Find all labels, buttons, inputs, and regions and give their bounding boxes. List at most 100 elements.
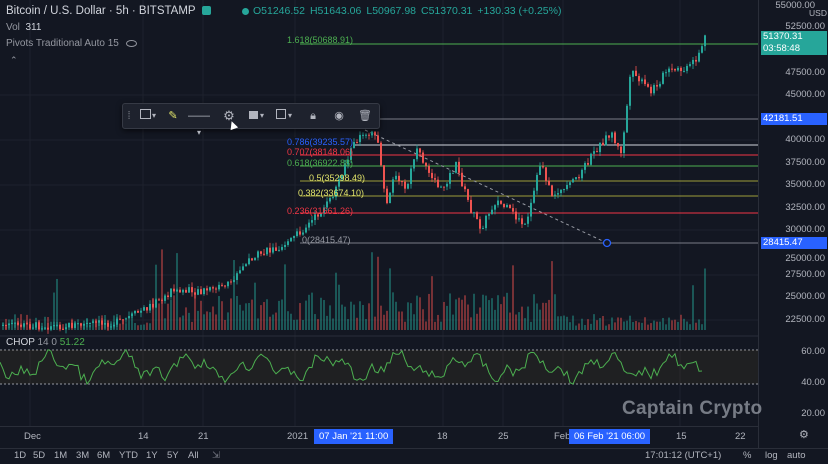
volume-bar bbox=[245, 303, 247, 330]
volume-bar bbox=[401, 311, 403, 330]
volume-bar bbox=[227, 312, 229, 330]
clock-label[interactable]: 17:01:12 (UTC+1) bbox=[645, 450, 722, 461]
volume-bar bbox=[164, 318, 166, 330]
range-5y-button[interactable]: 5Y bbox=[167, 450, 179, 461]
collapse-legend-icon[interactable]: ⌃ bbox=[10, 55, 18, 65]
clone-icon[interactable] bbox=[273, 108, 289, 124]
volume-bar bbox=[671, 320, 673, 330]
candle-body bbox=[242, 266, 244, 271]
pivots-legend[interactable]: Pivots Traditional Auto 15 bbox=[6, 38, 137, 49]
price-chart[interactable] bbox=[0, 0, 758, 426]
time-axis[interactable]: Dec 14 21 2021 07 Jan '21 11:00 18 25 Fe… bbox=[0, 426, 758, 449]
candle-body bbox=[329, 198, 331, 202]
range-5d-button[interactable]: 5D bbox=[33, 450, 46, 461]
candle-body bbox=[662, 72, 664, 84]
candle-body bbox=[548, 180, 550, 186]
candle-body bbox=[353, 142, 355, 149]
candle-body bbox=[134, 310, 136, 314]
volume-bar bbox=[203, 314, 205, 330]
candle-body bbox=[185, 289, 187, 293]
volume-bar bbox=[509, 312, 511, 330]
volume-bar bbox=[182, 315, 184, 330]
volume-bar bbox=[689, 324, 691, 330]
percent-toggle[interactable]: % bbox=[743, 450, 752, 461]
candle-body bbox=[542, 166, 544, 168]
template-icon[interactable] bbox=[245, 108, 261, 124]
chop-legend[interactable]: CHOP 14 0 51.22 bbox=[6, 337, 85, 348]
lock-icon[interactable]: 🔒︎ bbox=[310, 110, 316, 122]
fib-anchor-handle bbox=[602, 238, 612, 248]
fib-label-0618: 0.618(36922.88) bbox=[287, 158, 354, 168]
eye-icon[interactable] bbox=[125, 39, 137, 47]
volume-bar bbox=[668, 317, 670, 330]
volume-bar bbox=[413, 314, 415, 330]
candle-body bbox=[500, 200, 502, 204]
candle-body bbox=[659, 83, 661, 87]
volume-bar bbox=[686, 321, 688, 330]
candle-body bbox=[191, 287, 193, 293]
volume-bar bbox=[695, 322, 697, 330]
price-tick: 55000.00 bbox=[775, 0, 815, 11]
trash-icon[interactable]: 🗑︎ bbox=[358, 110, 372, 122]
candle-body bbox=[188, 287, 190, 293]
candle-body bbox=[383, 165, 385, 189]
volume-legend[interactable]: Vol 311 bbox=[6, 22, 42, 33]
candle-body bbox=[380, 142, 382, 166]
auto-toggle[interactable]: auto bbox=[787, 450, 806, 461]
volume-bar bbox=[656, 321, 658, 330]
volume-bar bbox=[596, 320, 598, 330]
countdown-tag: 03:58:48 bbox=[761, 43, 827, 55]
chevron-down-icon[interactable]: ▾ bbox=[287, 111, 292, 120]
range-1y-button[interactable]: 1Y bbox=[146, 450, 158, 461]
volume-bar bbox=[89, 325, 91, 330]
candle-body bbox=[458, 161, 460, 173]
candle-body bbox=[386, 188, 388, 204]
volume-bar bbox=[44, 316, 46, 330]
symbol-title[interactable]: Bitcoin / U.S. Dollar · 5h · BITSTAMP bbox=[6, 5, 215, 17]
candle-body bbox=[2, 324, 4, 326]
chevron-down-icon[interactable]: ▾ bbox=[259, 111, 264, 120]
visibility-icon[interactable]: ◉ bbox=[334, 110, 344, 122]
candle-body bbox=[485, 215, 487, 229]
range-3m-button[interactable]: 3M bbox=[76, 450, 90, 461]
volume-bars bbox=[2, 249, 706, 330]
drag-handle-icon[interactable]: ⁞ bbox=[127, 110, 131, 122]
candle-body bbox=[416, 148, 418, 160]
rectangle-icon[interactable] bbox=[137, 108, 153, 124]
volume-bar bbox=[275, 312, 277, 330]
pencil-icon[interactable]: ✎ bbox=[168, 110, 178, 122]
settings-icon[interactable]: ⚙ bbox=[223, 108, 235, 123]
range-6m-button[interactable]: 6M bbox=[97, 450, 111, 461]
volume-bar bbox=[488, 300, 490, 330]
log-toggle[interactable]: log bbox=[765, 450, 778, 461]
settings-icon[interactable]: ⚙ bbox=[799, 429, 809, 441]
range-1m-button[interactable]: 1M bbox=[54, 450, 68, 461]
candle-body bbox=[98, 320, 100, 323]
candle-body bbox=[572, 179, 574, 183]
price-tick: 25000.00 bbox=[785, 253, 825, 264]
candle-body bbox=[701, 46, 703, 53]
range-1d-button[interactable]: 1D bbox=[14, 450, 27, 461]
candle-body bbox=[143, 307, 145, 311]
price-tick: 37500.00 bbox=[785, 157, 825, 168]
chevron-down-icon[interactable]: ▾ bbox=[151, 111, 156, 120]
low-value: L50967.98 bbox=[366, 5, 416, 17]
open-value: O51246.52 bbox=[253, 5, 305, 17]
candle-body bbox=[56, 324, 58, 326]
candle-body bbox=[356, 142, 358, 144]
candle-body bbox=[467, 189, 469, 200]
volume-bar bbox=[590, 323, 592, 330]
volume-bar bbox=[443, 301, 445, 330]
range-all-button[interactable]: All bbox=[188, 450, 199, 461]
volume-bar bbox=[236, 295, 238, 330]
candle-body bbox=[158, 299, 160, 301]
price-axis[interactable]: 55000.00 USD 52500.00 51370.31 03:58:48 … bbox=[758, 0, 828, 448]
candle-body bbox=[299, 231, 301, 235]
line-style-icon[interactable]: —— ▾ bbox=[188, 110, 210, 137]
candle-body bbox=[527, 216, 529, 224]
date-range-icon[interactable]: ⇲ bbox=[212, 450, 220, 461]
range-ytd-button[interactable]: YTD bbox=[119, 450, 138, 461]
volume-bar bbox=[92, 318, 94, 330]
volume-bar bbox=[407, 302, 409, 330]
volume-bar bbox=[464, 295, 466, 330]
